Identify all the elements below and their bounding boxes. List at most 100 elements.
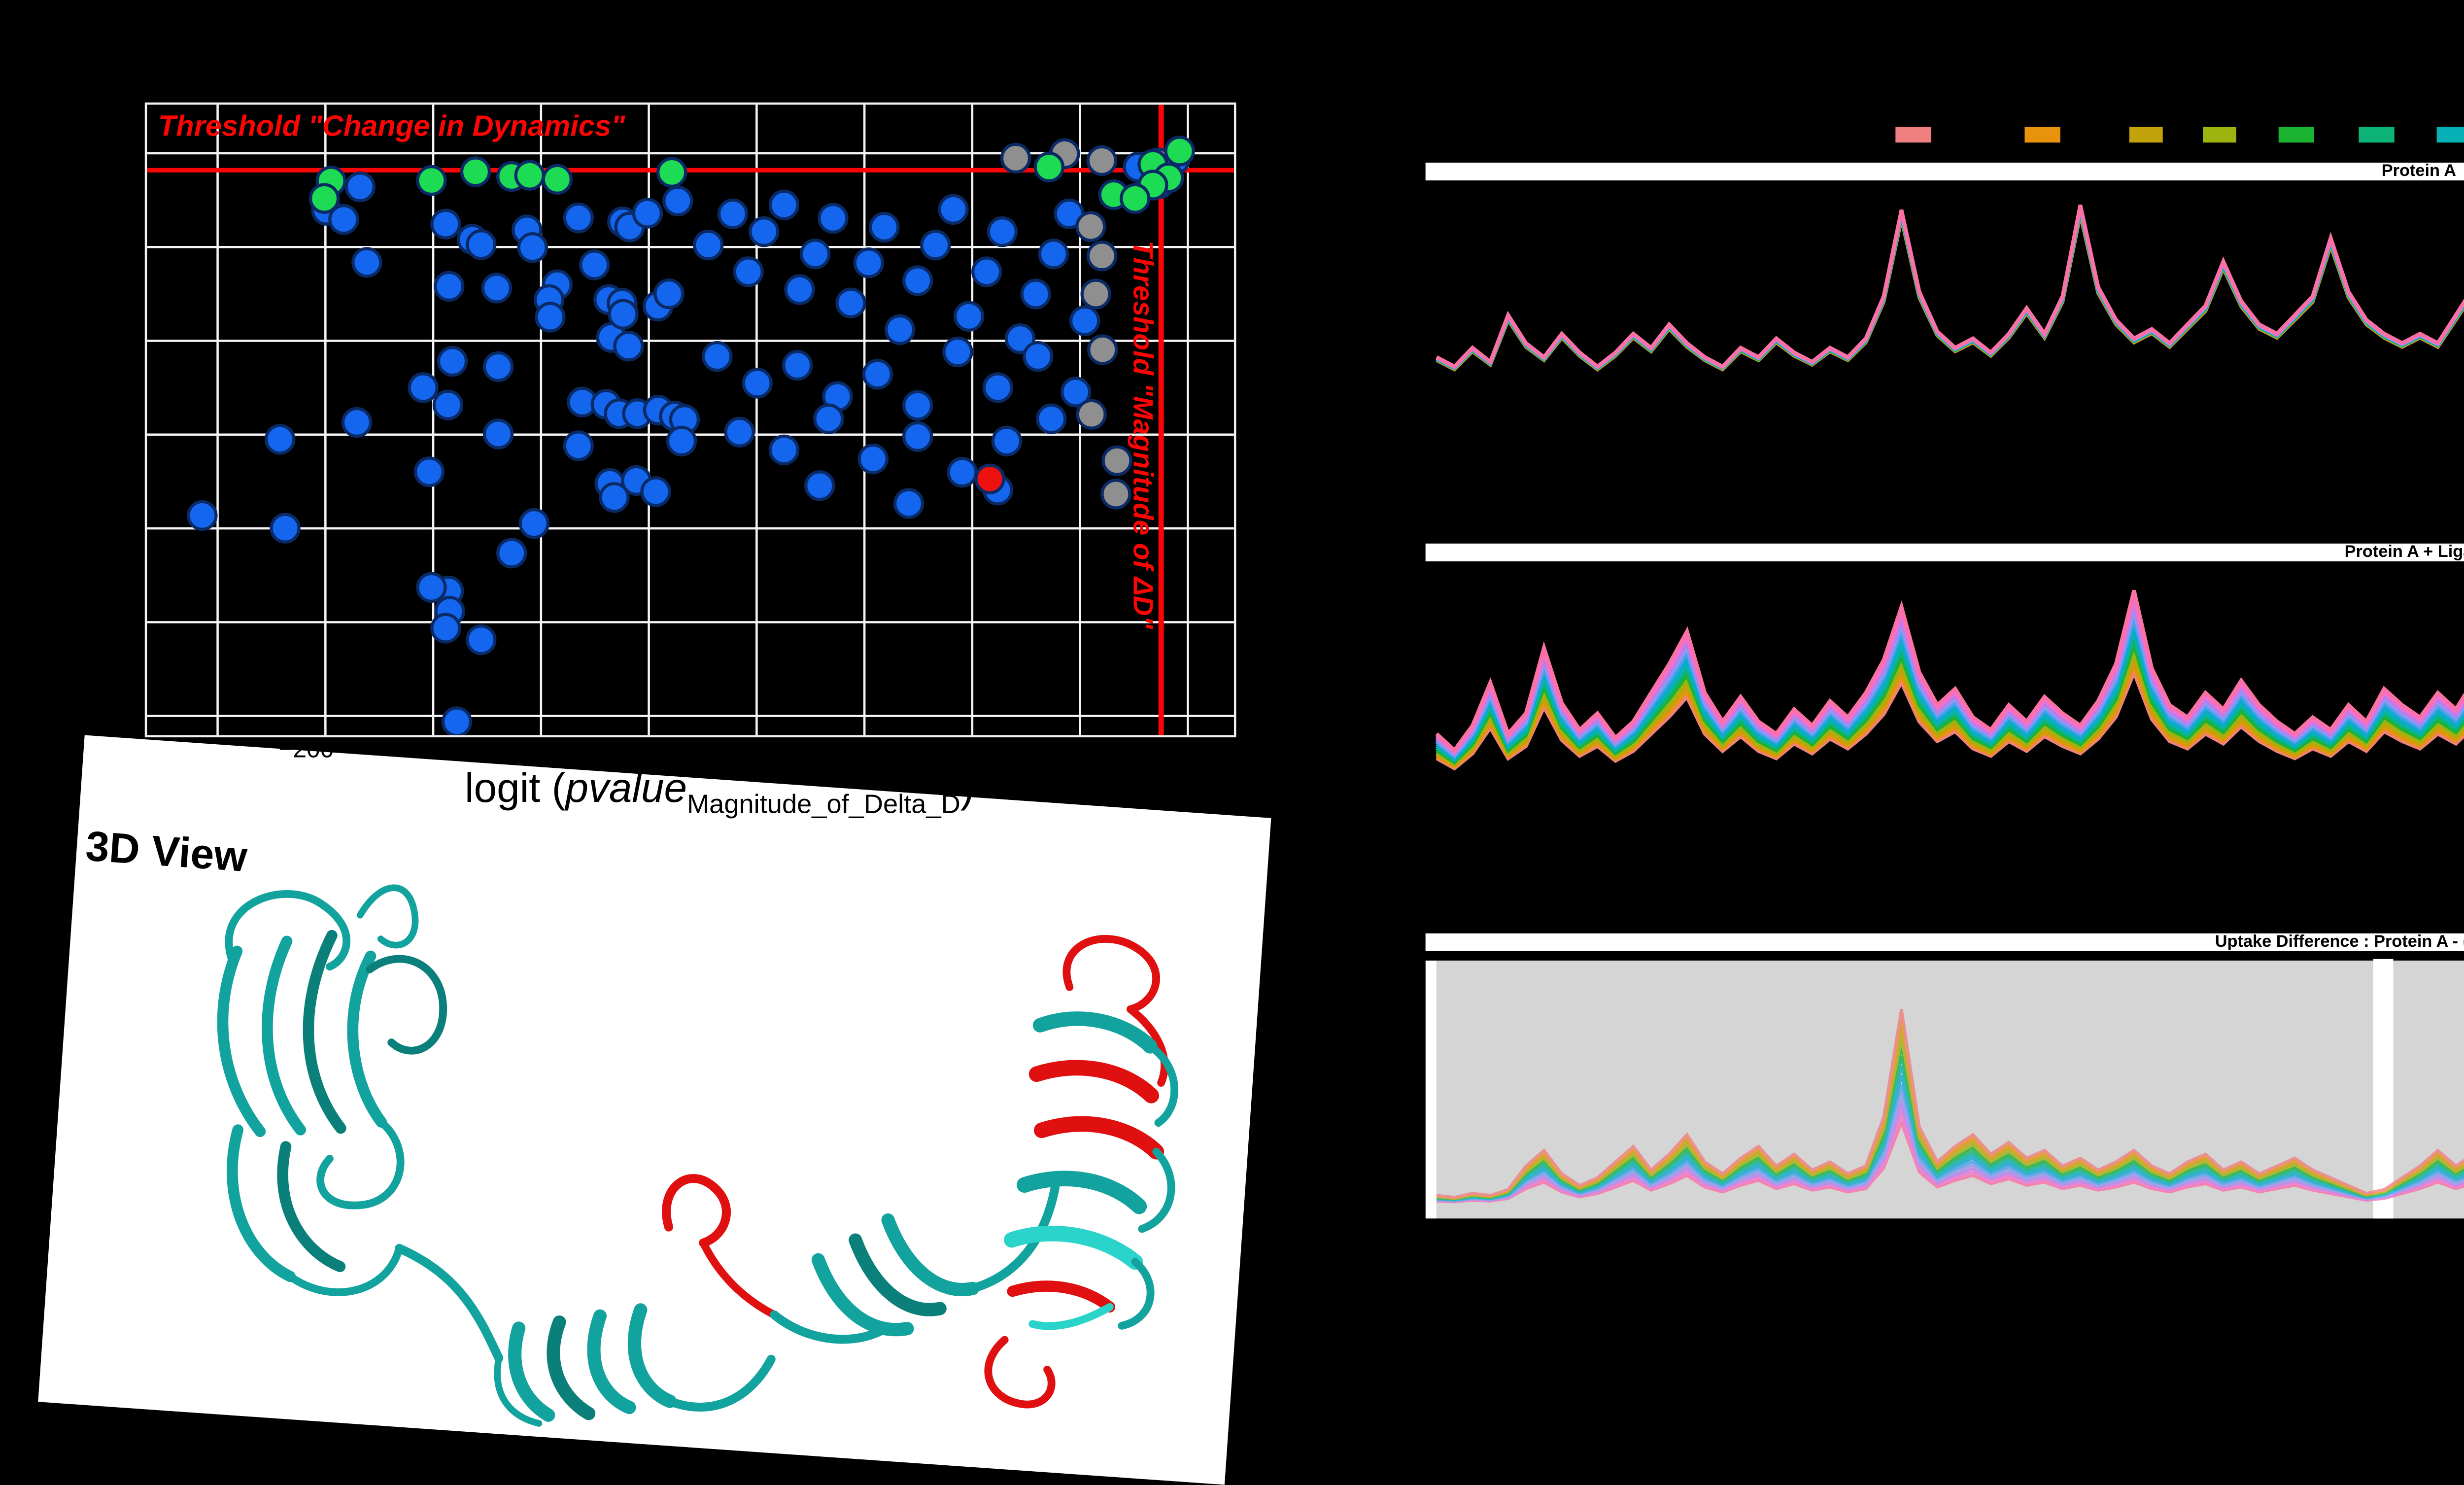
peptide-point-blue[interactable] <box>1038 239 1069 270</box>
peptide-point-blue[interactable] <box>884 314 916 345</box>
legend-chip-5[interactable] <box>2279 127 2314 143</box>
peptide-point-blue[interactable] <box>433 271 465 302</box>
legend-chip-6[interactable] <box>2359 127 2394 143</box>
peptide-point-blue[interactable] <box>270 513 301 544</box>
peptide-point-blue[interactable] <box>942 336 973 368</box>
peptide-point-blue[interactable] <box>466 229 497 260</box>
legend-chip-4[interactable] <box>2202 127 2237 143</box>
legend-chip-3[interactable] <box>2128 127 2163 143</box>
peptide-point-blue[interactable] <box>579 249 610 280</box>
peptide-point-gray[interactable] <box>1075 211 1106 242</box>
peptide-point-green[interactable] <box>1164 136 1195 167</box>
peptide-point-blue[interactable] <box>653 278 684 310</box>
peptide-point-blue[interactable] <box>518 508 550 539</box>
peptide-point-green[interactable] <box>656 157 687 188</box>
peptide-point-blue[interactable] <box>800 239 831 270</box>
legend-chip-2[interactable] <box>2025 127 2060 143</box>
peptide-point-blue[interactable] <box>662 185 693 216</box>
peptide-point-blue[interactable] <box>920 229 951 261</box>
volcano-plot-area[interactable] <box>144 102 1236 738</box>
peptide-point-blue[interactable] <box>351 247 382 278</box>
peptide-point-gray[interactable] <box>1000 142 1031 174</box>
peptide-point-blue[interactable] <box>341 407 373 438</box>
peptide-point-blue[interactable] <box>408 372 439 403</box>
peptide-point-blue[interactable] <box>857 443 889 475</box>
peptide-point-blue[interactable] <box>835 287 866 318</box>
peptide-point-blue[interactable] <box>535 302 566 333</box>
peptide-point-gray[interactable] <box>1101 445 1132 476</box>
peptide-point-blue[interactable] <box>982 372 1014 403</box>
peptide-point-blue[interactable] <box>563 202 594 234</box>
peptide-point-gray[interactable] <box>1086 145 1118 176</box>
legend-chip-7[interactable] <box>2437 127 2464 143</box>
peptide-point-blue[interactable] <box>264 424 296 455</box>
protein-structure[interactable] <box>138 858 1221 1482</box>
peptide-point-blue[interactable] <box>724 416 755 448</box>
peptide-point-blue[interactable] <box>1023 341 1054 372</box>
selection-gap[interactable] <box>2373 959 2394 1219</box>
peptide-point-blue[interactable] <box>430 613 461 644</box>
peptide-point-blue[interactable] <box>466 624 497 656</box>
peptide-point-blue[interactable] <box>599 482 630 513</box>
peptide-point-blue[interactable] <box>640 476 671 507</box>
peptide-point-blue[interactable] <box>749 216 780 247</box>
peptide-point-blue[interactable] <box>902 265 933 296</box>
uptake-charts-canvas[interactable] <box>1425 89 2464 1247</box>
peptide-point-blue[interactable] <box>563 430 594 461</box>
peptide-point-blue[interactable] <box>987 216 1018 247</box>
peptide-point-green[interactable] <box>1033 151 1064 183</box>
peptide-point-blue[interactable] <box>187 500 218 531</box>
peptide-point-blue[interactable] <box>344 172 376 203</box>
peptide-point-blue[interactable] <box>768 434 800 466</box>
peptide-point-green[interactable] <box>460 156 491 187</box>
peptide-point-blue[interactable] <box>441 706 473 737</box>
peptide-point-gray[interactable] <box>1076 399 1107 430</box>
peptide-point-blue[interactable] <box>432 389 464 420</box>
peptide-point-blue[interactable] <box>517 232 548 263</box>
peptide-point-blue[interactable] <box>717 198 749 230</box>
peptide-point-blue[interactable] <box>768 189 800 221</box>
peptide-point-blue[interactable] <box>782 350 813 381</box>
peptide-point-blue[interactable] <box>1020 278 1051 310</box>
scatter-dots[interactable] <box>187 136 1195 737</box>
peptide-point-blue[interactable] <box>481 273 513 304</box>
peptide-point-blue[interactable] <box>1036 403 1067 434</box>
peptide-point-gray[interactable] <box>1080 278 1111 310</box>
peptide-point-blue[interactable] <box>613 331 644 362</box>
peptide-point-blue[interactable] <box>482 418 514 449</box>
peptide-point-blue[interactable] <box>902 421 933 452</box>
peptide-point-blue[interactable] <box>733 256 764 287</box>
peptide-point-blue[interactable] <box>853 247 884 278</box>
peptide-point-green[interactable] <box>542 164 573 195</box>
peptide-point-blue[interactable] <box>742 368 773 399</box>
peptide-point-blue[interactable] <box>947 457 978 488</box>
peptide-point-blue[interactable] <box>938 194 969 225</box>
peptide-point-blue[interactable] <box>702 341 733 372</box>
peptide-point-green[interactable] <box>308 183 340 214</box>
peptide-point-blue[interactable] <box>482 351 514 382</box>
legend-chip-1[interactable] <box>1896 127 1931 143</box>
peptide-point-red[interactable] <box>974 463 1005 494</box>
peptide-point-blue[interactable] <box>784 274 815 305</box>
peptide-point-blue[interactable] <box>666 425 697 457</box>
peptide-point-blue[interactable] <box>496 538 527 569</box>
peptide-point-gray[interactable] <box>1086 241 1118 272</box>
peptide-point-blue[interactable] <box>813 403 844 434</box>
peptide-point-blue[interactable] <box>1060 377 1092 408</box>
peptide-point-green[interactable] <box>514 160 545 191</box>
peptide-point-blue[interactable] <box>693 229 724 261</box>
peptide-point-blue[interactable] <box>632 198 663 229</box>
peptide-point-blue[interactable] <box>862 359 893 390</box>
peptide-point-green[interactable] <box>1120 183 1151 214</box>
peptide-point-blue[interactable] <box>804 470 835 501</box>
peptide-point-blue[interactable] <box>953 301 985 332</box>
peptide-point-blue[interactable] <box>1004 323 1036 354</box>
peptide-point-blue[interactable] <box>902 390 933 421</box>
peptide-point-blue[interactable] <box>608 299 639 330</box>
peptide-point-blue[interactable] <box>818 203 849 234</box>
peptide-point-gray[interactable] <box>1087 334 1118 365</box>
peptide-point-blue[interactable] <box>971 256 1002 287</box>
peptide-point-blue[interactable] <box>991 425 1023 457</box>
peptide-point-blue[interactable] <box>893 488 924 519</box>
peptide-point-green[interactable] <box>416 165 447 196</box>
